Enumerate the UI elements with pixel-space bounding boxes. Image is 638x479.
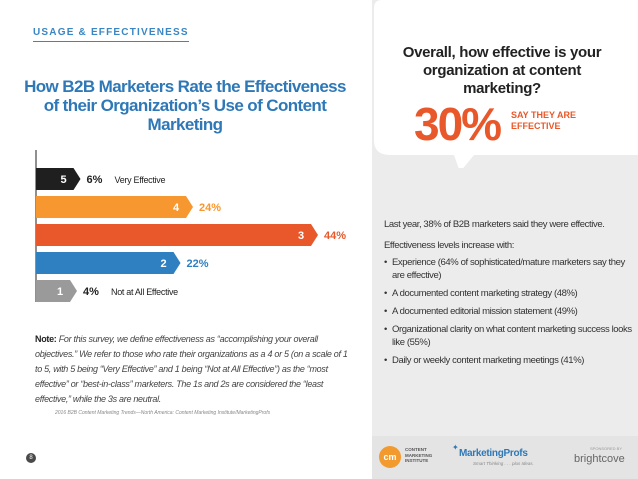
value-label: 44% — [324, 230, 346, 242]
callout-question: Overall, how effective is your organizat… — [402, 44, 602, 97]
category-label: 3 — [298, 230, 304, 242]
annotation-label: Not at All Effective — [111, 287, 178, 297]
category-label: 2 — [160, 258, 166, 270]
bird-icon: ✦ — [452, 443, 459, 452]
cmi-logo: cm — [379, 446, 401, 468]
bar-rating-1 — [36, 280, 77, 302]
category-label: 5 — [60, 174, 66, 186]
marketingprofs-logo: MarketingProfs — [459, 448, 528, 459]
list-item: A documented content marketing strategy … — [384, 287, 634, 300]
category-label: 1 — [57, 286, 63, 298]
bar-rating-3 — [36, 224, 318, 246]
bar-rating-4 — [36, 196, 193, 218]
bar-rating-2 — [36, 252, 181, 274]
list-item: Daily or weekly content marketing meetin… — [384, 354, 634, 367]
list-item: Experience (64% of sophisticated/mature … — [384, 256, 634, 282]
last-year-text: Last year, 38% of B2B marketers said the… — [384, 219, 605, 230]
sponsor-label: SPONSORED BY — [590, 446, 623, 451]
page-number: 8 — [26, 453, 36, 463]
value-label: 22% — [187, 258, 209, 270]
marketingprofs-tagline: Smart Thinking . . . plus Ideas. — [473, 461, 534, 466]
section-tag: USAGE & EFFECTIVENESS — [33, 27, 189, 42]
note-text: For this survey, we define effectiveness… — [35, 334, 348, 404]
body-text: Last year, 38% of B2B marketers said the… — [384, 218, 634, 372]
bar-chart: 5 6% Very Effective 4 24% 3 44% 2 22% 1 4% Not at A… — [35, 150, 346, 302]
list-item: A documented editorial mission statement… — [384, 305, 634, 318]
annotation-label: Very Effective — [115, 175, 166, 185]
value-label: 6% — [87, 174, 103, 186]
chart-title: How B2B Marketers Rate the Effectiveness… — [24, 77, 346, 134]
callout-label: SAY THEY ARE EFFECTIVE — [511, 110, 577, 131]
note-label: Note: — [35, 334, 57, 344]
brightcove-logo: brightcove — [574, 453, 625, 465]
footer-logos — [372, 436, 638, 479]
value-label: 24% — [199, 202, 221, 214]
speech-bubble — [374, 0, 638, 168]
value-label: 4% — [83, 286, 99, 298]
source-citation: 2016 B2B Content Marketing Trends—North … — [55, 410, 271, 416]
bar-rating-5 — [36, 168, 81, 190]
cmi-text: CONTENT MARKETING INSTITUTE — [405, 447, 433, 463]
list-item: Organizational clarity on what content m… — [384, 323, 634, 349]
note: Note: For this survey, we define effecti… — [35, 332, 351, 407]
effectiveness-list: Experience (64% of sophisticated/mature … — [384, 256, 634, 367]
category-label: 4 — [173, 202, 180, 214]
intro-text: Effectiveness levels increase with: — [384, 240, 514, 251]
callout-percent: 30% — [414, 98, 502, 150]
